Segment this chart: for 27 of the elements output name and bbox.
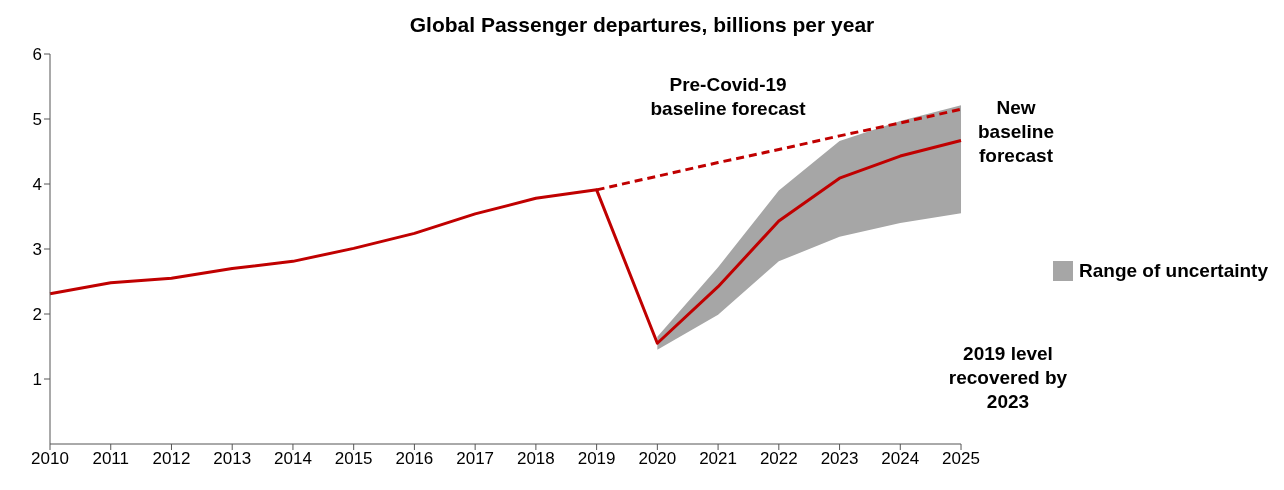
y-tick-label: 1: [32, 370, 42, 390]
y-tick-label: 4: [32, 175, 42, 195]
x-tick-label: 2020: [638, 449, 677, 469]
series-label: Pre-Covid-19 baseline forecast: [650, 74, 807, 120]
x-tick-label: 2015: [334, 449, 373, 469]
y-tick-label: 3: [32, 240, 42, 260]
x-tick-label: 2012: [152, 449, 191, 469]
x-tick-label: 2025: [942, 449, 980, 469]
annotation: 2019 level recovered by 2023: [947, 342, 1069, 414]
x-tick-label: 2022: [759, 449, 798, 469]
x-tick-label: 2018: [516, 449, 555, 469]
x-tick-label: 2011: [92, 449, 130, 469]
series-label: New baseline forecast: [977, 96, 1055, 166]
x-tick-label: 2019: [577, 449, 616, 469]
x-tick-label: 2017: [456, 449, 495, 469]
x-tick-label: 2024: [881, 449, 920, 469]
y-tick-label: 2: [32, 305, 42, 325]
x-tick-label: 2021: [699, 449, 737, 469]
y-tick-label: 5: [32, 110, 42, 130]
x-tick-label: 2016: [395, 449, 434, 469]
y-tick-label: 6: [32, 45, 42, 65]
x-tick-label: 2014: [274, 449, 312, 469]
x-tick-label: 2013: [213, 449, 252, 469]
x-tick-label: 2023: [820, 449, 859, 469]
legend-title: Range of uncertainty: [1079, 260, 1268, 282]
x-tick-label: 2010: [31, 449, 69, 469]
chart-title: Global Passenger departures, billions per year: [408, 12, 876, 38]
